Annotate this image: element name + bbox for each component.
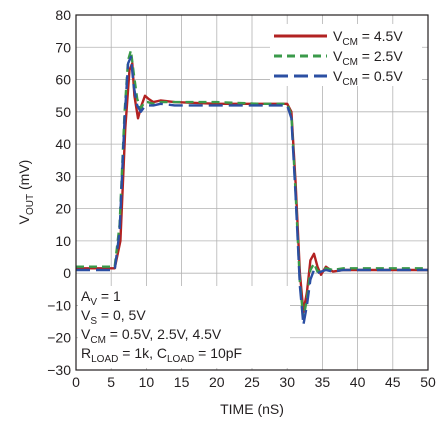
legend-label-tail: = 2.5V (358, 48, 403, 64)
y-tick-label: 60 (55, 72, 71, 88)
y-tick-label: 10 (55, 233, 71, 249)
annotation-tail: = 1 (97, 288, 121, 304)
legend-label-sub: CM (342, 57, 358, 68)
y-tick-label: 40 (55, 136, 71, 152)
x-tick-label: 30 (279, 374, 295, 390)
annotation-line-4: RLOAD = 1k, CLOAD = 10pF (81, 345, 242, 365)
y-axis-title: VOUT (mV) (16, 160, 36, 225)
annotation-sub: LOAD (91, 354, 118, 365)
annotation-sub: V (90, 297, 97, 308)
annotation-tail: = 1k, C (118, 345, 167, 361)
x-tick-label: 25 (244, 374, 260, 390)
annotation-tail: = 0, 5V (97, 307, 146, 323)
y-tick-label: 50 (55, 104, 71, 120)
series-lines (76, 49, 428, 326)
legend-label-2: VCM = 2.5V (333, 48, 403, 68)
annotation-main: V (81, 307, 91, 323)
annotation-tail: = 10pF (194, 345, 242, 361)
x-tick-label: 0 (72, 374, 80, 390)
legend-label-sub: CM (342, 37, 358, 48)
annotation-main: R (81, 345, 91, 361)
legend-label-main: V (333, 28, 343, 44)
y-tick-label: −20 (47, 330, 71, 346)
annotation-main: A (81, 288, 91, 304)
y-tick-label: 0 (63, 265, 71, 281)
x-tick-label: 45 (385, 374, 401, 390)
annotation-tail: = 0.5V, 2.5V, 4.5V (106, 326, 222, 342)
y-axis-title-sub: OUT (25, 194, 36, 215)
legend-label-3: VCM = 0.5V (333, 68, 403, 88)
legend-label-1: VCM = 4.5V (333, 28, 403, 48)
legend-label-sub: CM (342, 77, 358, 88)
x-tick-label: 5 (107, 374, 115, 390)
x-tick-label: 35 (315, 374, 331, 390)
annotation-background (78, 286, 290, 368)
x-tick-labels: 0 5 10 15 20 25 30 35 40 45 50 (72, 374, 436, 390)
annotation-sub: LOAD (167, 354, 194, 365)
x-tick-label: 10 (139, 374, 155, 390)
x-tick-label: 50 (420, 374, 436, 390)
y-tick-label: −10 (47, 297, 71, 313)
y-tick-label: −30 (47, 362, 71, 378)
legend-label-tail: = 0.5V (358, 68, 403, 84)
annotation-sub: S (90, 316, 97, 327)
y-tick-label: 70 (55, 39, 71, 55)
legend-label-main: V (333, 68, 343, 84)
x-tick-label: 40 (350, 374, 366, 390)
legend-label-main: V (333, 48, 343, 64)
annotation-line-2: VS = 0, 5V (81, 307, 146, 327)
series-line-2 (76, 49, 428, 320)
annotation-main: V (81, 326, 91, 342)
y-tick-label: 30 (55, 168, 71, 184)
legend-label-tail: = 4.5V (358, 28, 403, 44)
y-axis-title-main: V (16, 214, 32, 224)
y-axis-title-unit: (mV) (16, 160, 32, 194)
annotation-line-3: VCM = 0.5V, 2.5V, 4.5V (81, 326, 222, 346)
y-tick-label: 20 (55, 201, 71, 217)
x-axis-title: TIME (nS) (220, 401, 284, 417)
x-tick-label: 15 (174, 374, 190, 390)
annotation-sub: CM (90, 335, 106, 346)
series-line-3 (76, 55, 428, 326)
annotation-line-1: AV = 1 (81, 288, 121, 308)
y-tick-labels: −30 −20 −10 0 10 20 30 40 50 60 70 80 (47, 7, 71, 378)
x-tick-label: 20 (209, 374, 225, 390)
plot-frame (75, 14, 429, 371)
y-tick-label: 80 (55, 7, 71, 23)
